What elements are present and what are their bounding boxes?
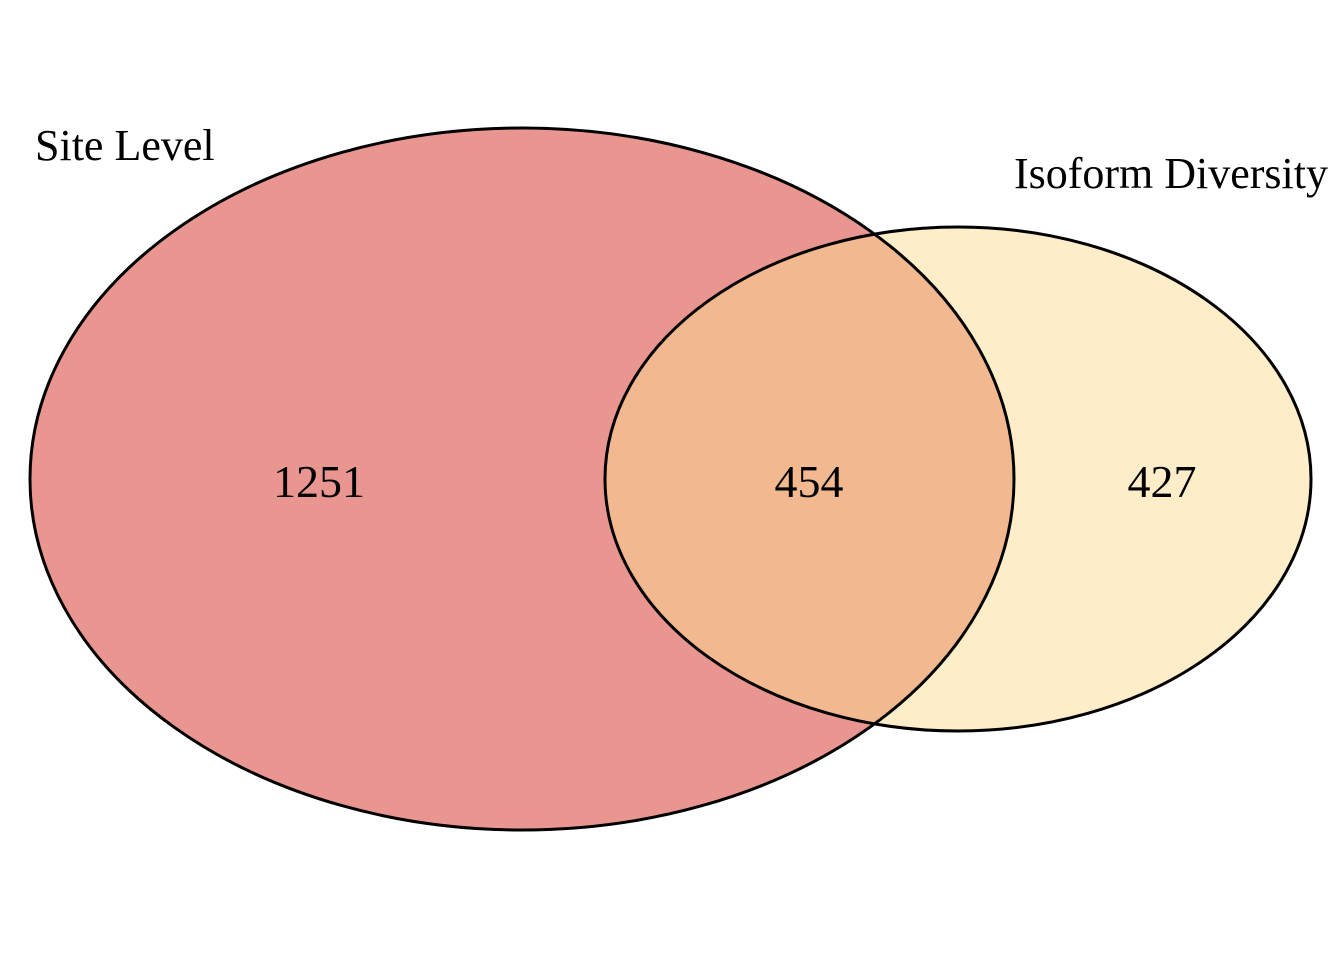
- intersection-region: [605, 227, 1014, 731]
- site-level-outline: [28, 126, 1016, 832]
- isoform-diversity-only-count: 427: [1128, 456, 1197, 507]
- site-level-only-count: 1251: [273, 456, 365, 507]
- intersection-count: 454: [775, 456, 844, 507]
- site-level-label: Site Level: [35, 121, 215, 170]
- isoform-diversity-outline: [603, 225, 1313, 733]
- isoform-diversity-label: Isoform Diversity: [1014, 149, 1328, 198]
